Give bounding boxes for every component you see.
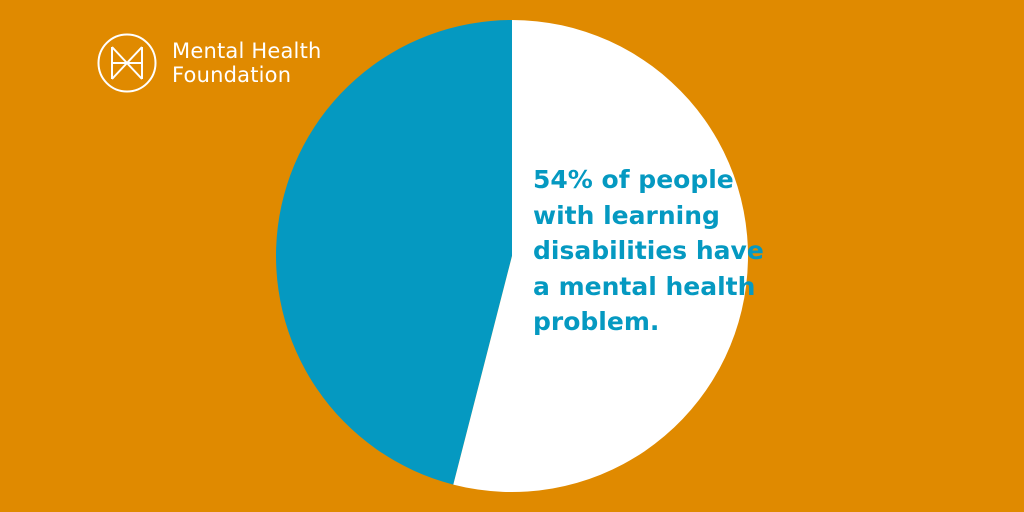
statement-line-3: disabilities have xyxy=(533,236,764,265)
brand-name: Mental Health Foundation xyxy=(172,39,322,87)
brand-name-line-1: Mental Health xyxy=(172,39,322,63)
statistic-statement: 54% of people with learning disabilities… xyxy=(533,162,764,340)
pie-slice-1 xyxy=(453,20,748,492)
pie-chart xyxy=(275,20,748,492)
brand-name-line-2: Foundation xyxy=(172,63,292,87)
statement-line-5: problem. xyxy=(533,307,660,336)
mental-health-foundation-logo-icon xyxy=(97,33,157,93)
statement-line-1: 54% of people xyxy=(533,165,734,194)
statement-line-2: with learning xyxy=(533,200,720,230)
pie-slice-0 xyxy=(275,20,512,485)
brand-lockup: Mental Health Foundation xyxy=(96,32,322,94)
statement-line-4: a mental health xyxy=(533,271,756,301)
